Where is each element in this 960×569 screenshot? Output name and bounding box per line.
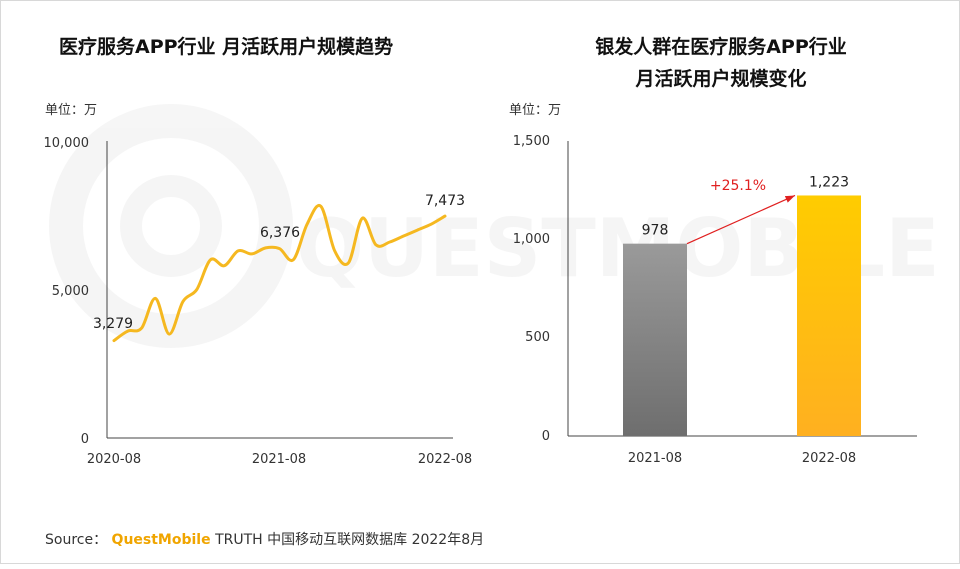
right-ytick-label: 0 — [542, 429, 550, 444]
source-prefix: Source： — [45, 532, 108, 548]
right-chart-title-line2: 月活跃用户规模变化 — [634, 67, 806, 90]
left-chart-title: 医疗服务APP行业 月活跃用户规模趋势 — [59, 35, 393, 58]
brand-name: QuestMobile — [111, 532, 211, 548]
right-chart-title-line1: 银发人群在医疗服务APP行业 — [595, 35, 847, 58]
growth-arrow — [686, 194, 796, 245]
bar-category-label: 2021-08 — [628, 451, 682, 466]
growth-label: +25.1% — [710, 178, 766, 194]
left-ytick-label: 10,000 — [44, 136, 90, 151]
left-xtick-label: 2020-08 — [87, 452, 141, 467]
right-ytick-label: 1,500 — [513, 134, 550, 149]
point-label-end: 7,473 — [425, 193, 465, 209]
right-ytick-label: 500 — [525, 330, 550, 345]
bar-value-label: 1,223 — [809, 174, 849, 190]
bar-2021-08 — [623, 243, 687, 436]
bar-value-label: 978 — [642, 223, 669, 239]
point-label-mid: 6,376 — [260, 225, 300, 241]
bar-category-label: 2022-08 — [802, 451, 856, 466]
bar-2022-08 — [797, 195, 861, 436]
right-unit-label: 单位：万 — [509, 103, 561, 118]
source-note: Source： QuestMobile TRUTH 中国移动互联网数据库 202… — [45, 529, 484, 549]
mau-trend-line — [112, 203, 447, 343]
left-xtick-label: 2021-08 — [252, 452, 306, 467]
left-unit-label: 单位：万 — [45, 103, 97, 118]
point-label-start: 3,279 — [93, 316, 133, 332]
source-text: TRUTH 中国移动互联网数据库 2022年8月 — [215, 532, 485, 548]
left-ytick-label: 0 — [81, 432, 89, 447]
left-xtick-label: 2022-08 — [418, 452, 472, 467]
right-ytick-label: 1,000 — [513, 232, 550, 247]
left-ytick-label: 5,000 — [52, 284, 89, 299]
